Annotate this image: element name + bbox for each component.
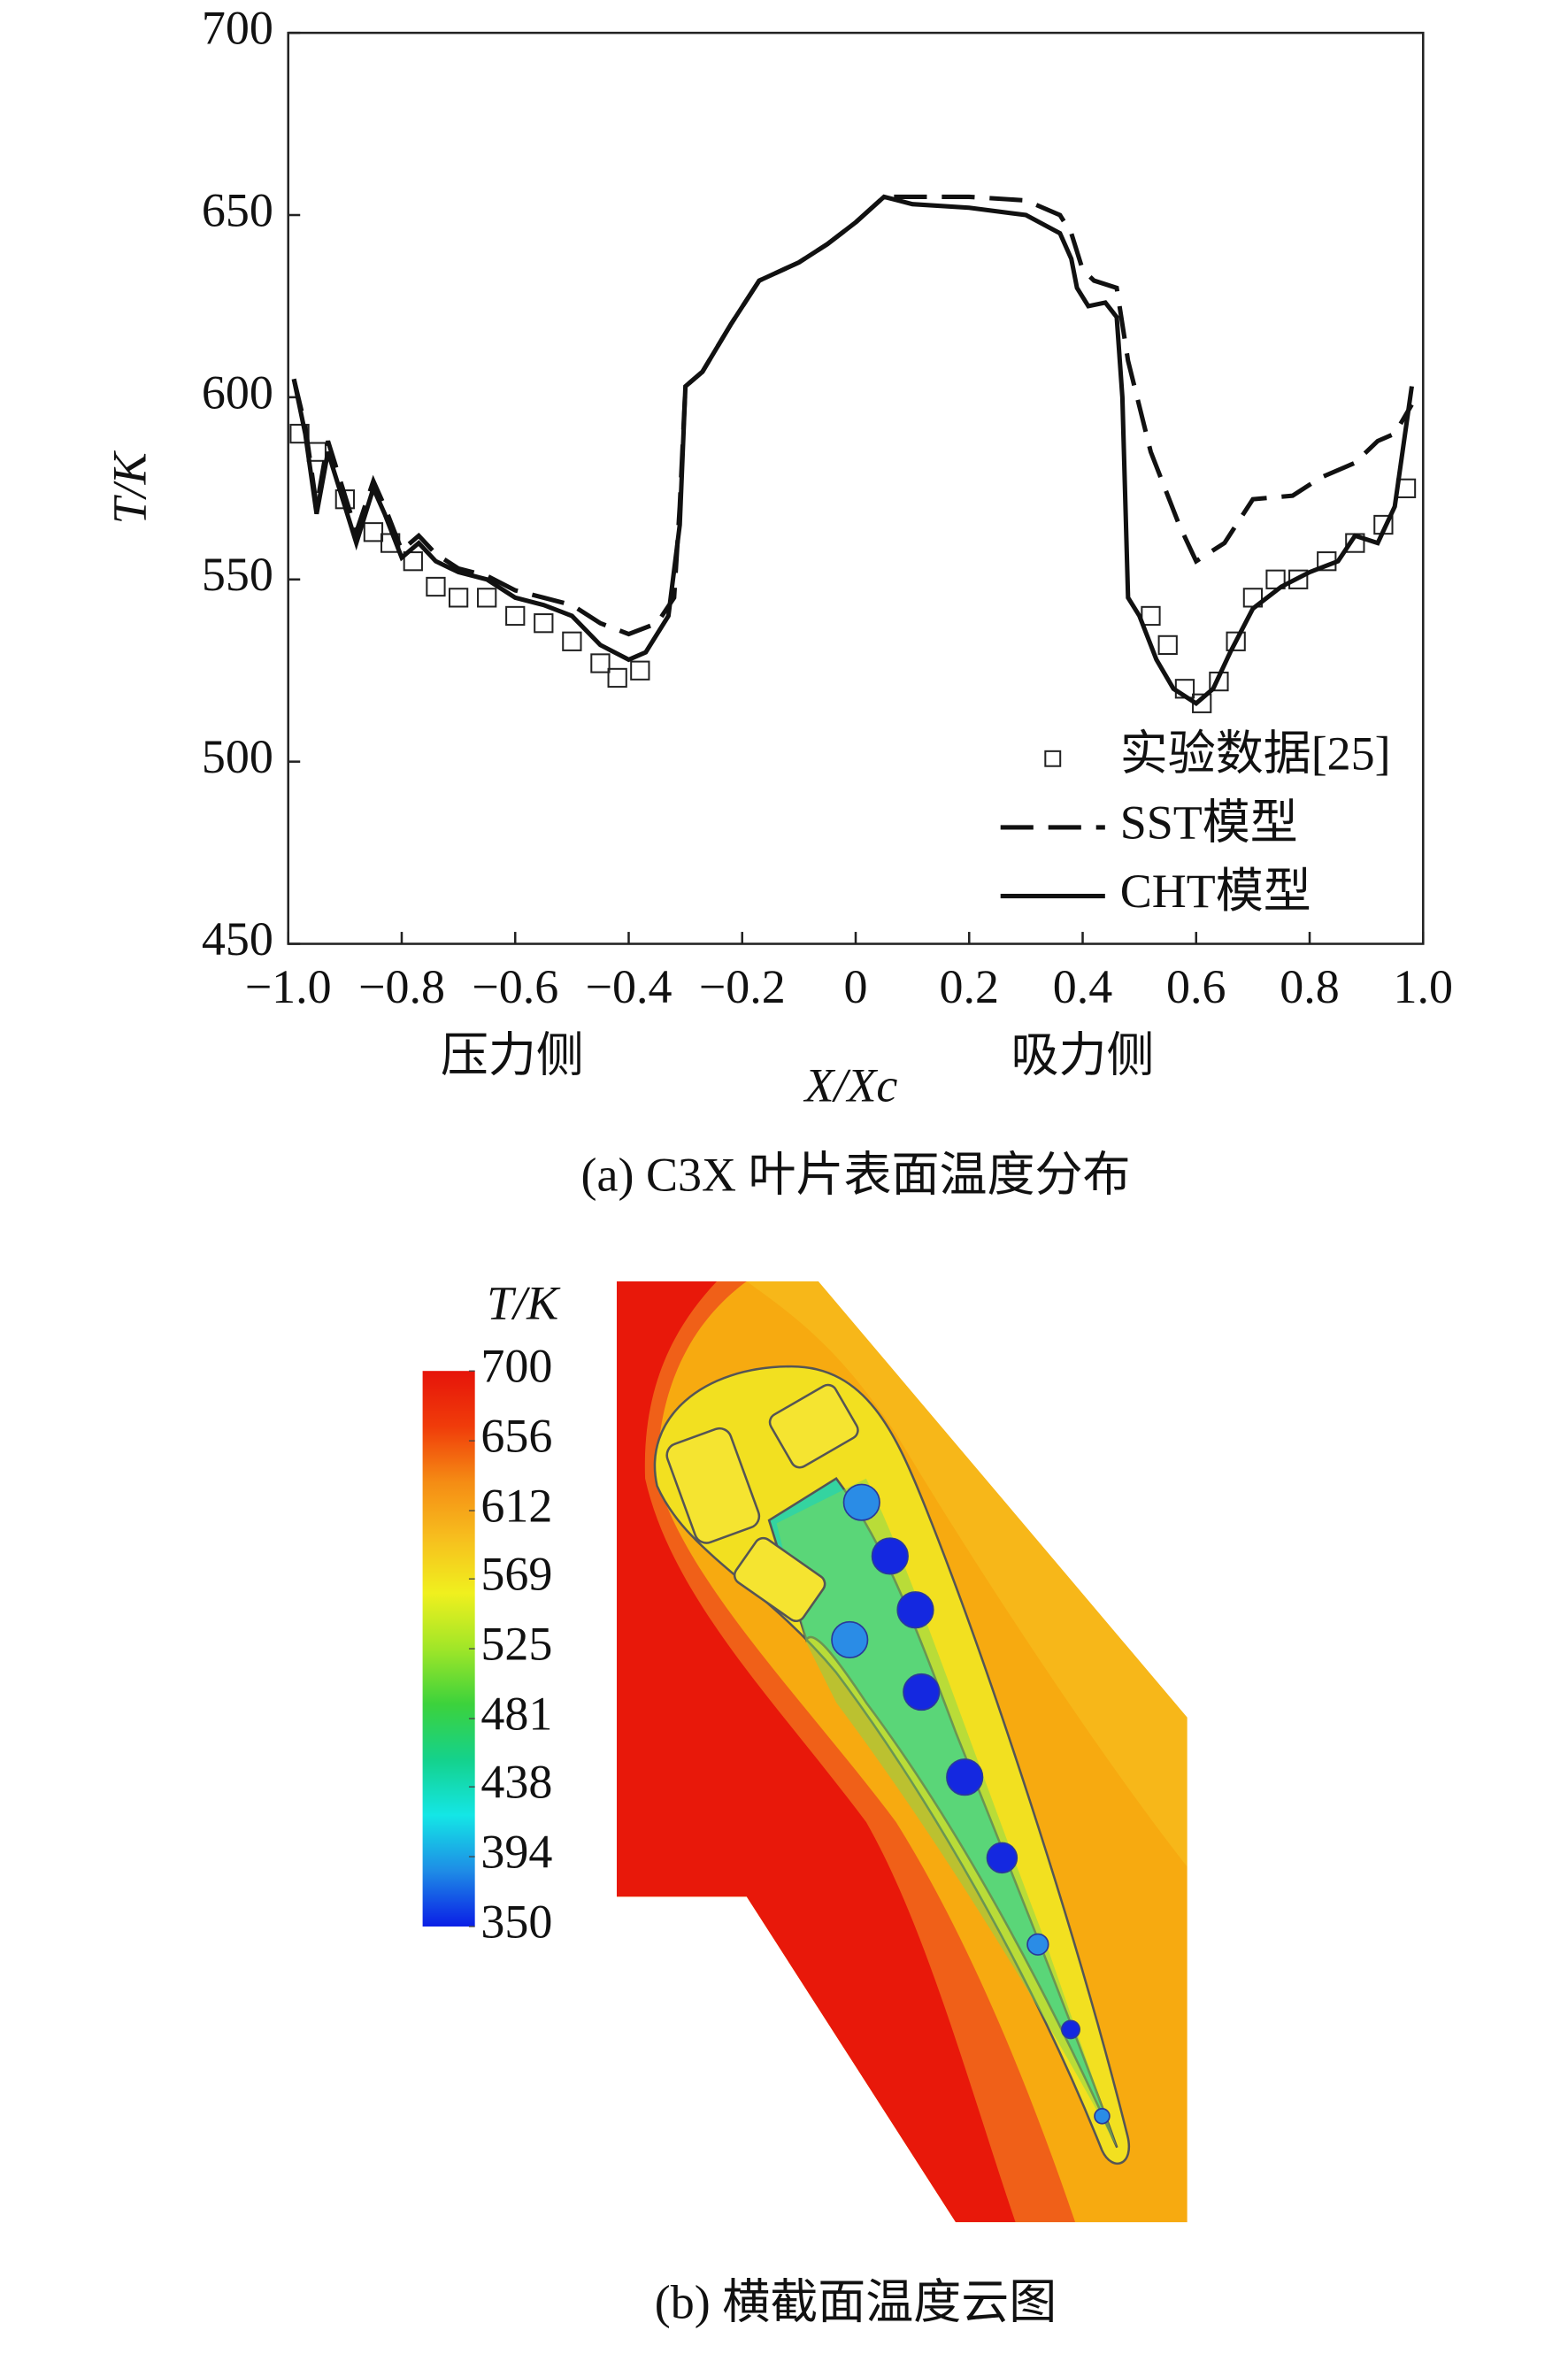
data-point — [448, 588, 469, 608]
data-point — [1226, 631, 1246, 651]
data-point — [1288, 569, 1309, 589]
colorbar-tick-label: 481 — [480, 1687, 552, 1740]
x-tick-label: 0.4 — [1053, 960, 1113, 1013]
colorbar-tick-label: 350 — [480, 1895, 552, 1948]
x-tick-label: 0.2 — [940, 960, 1000, 1013]
side-label: 压力侧 — [441, 1029, 584, 1082]
y-axis-label: T/K — [103, 450, 156, 524]
colorbar-tick-label: 438 — [480, 1756, 552, 1809]
x-tick-label: 0.8 — [1280, 960, 1340, 1013]
data-point — [505, 605, 526, 627]
legend-label: 实验数据[25] — [1120, 727, 1391, 781]
caption: (a) C3X 叶片表面温度分布 — [581, 1149, 1131, 1202]
colorbar-tick-label: 525 — [480, 1617, 552, 1670]
colorbar — [422, 1371, 475, 1927]
colorbar-tick-label: 656 — [480, 1410, 552, 1463]
data-point — [403, 551, 423, 572]
colorbar-tick-label: 700 — [480, 1340, 552, 1393]
series-line — [291, 194, 1414, 706]
y-tick-label: 450 — [202, 912, 273, 965]
x-axis-label: X/Xc — [803, 1058, 897, 1111]
x-tick-label: −0.4 — [586, 960, 673, 1013]
data-point — [1157, 635, 1178, 656]
y-tick-label: 500 — [202, 730, 273, 783]
data-point — [590, 653, 611, 673]
data-point — [426, 576, 446, 597]
x-tick-label: −1.0 — [245, 960, 332, 1013]
y-tick-label: 650 — [202, 183, 273, 236]
x-tick-label: 0.6 — [1166, 960, 1226, 1013]
legend-marker — [1044, 750, 1062, 767]
data-point — [477, 588, 497, 608]
x-tick-label: −0.2 — [699, 960, 786, 1013]
data-point — [363, 522, 384, 542]
colorbar-title: T/K — [487, 1277, 561, 1330]
colorbar-tick-label: 569 — [480, 1548, 552, 1601]
x-tick-label: 0 — [844, 960, 868, 1013]
data-point — [534, 613, 554, 634]
x-tick-label: −0.8 — [358, 960, 445, 1013]
series-line — [291, 194, 1414, 637]
data-point — [607, 667, 627, 688]
y-tick-label: 600 — [202, 365, 273, 419]
contour-image — [616, 1281, 1188, 2223]
y-tick-label: 700 — [202, 2, 273, 55]
side-label: 吸力侧 — [1011, 1029, 1155, 1082]
legend-label: SST模型 — [1120, 796, 1298, 849]
colorbar-tick-label: 394 — [480, 1825, 552, 1878]
legend-label: CHT模型 — [1120, 865, 1311, 918]
data-point — [1141, 605, 1161, 627]
y-tick-label: 550 — [202, 548, 273, 601]
x-tick-label: −0.6 — [472, 960, 558, 1013]
x-tick-label: 1.0 — [1394, 960, 1454, 1013]
caption: (b) 横截面温度云图 — [655, 2276, 1057, 2329]
colorbar-tick-label: 612 — [480, 1479, 552, 1532]
data-point — [562, 631, 582, 651]
data-point — [630, 660, 650, 681]
